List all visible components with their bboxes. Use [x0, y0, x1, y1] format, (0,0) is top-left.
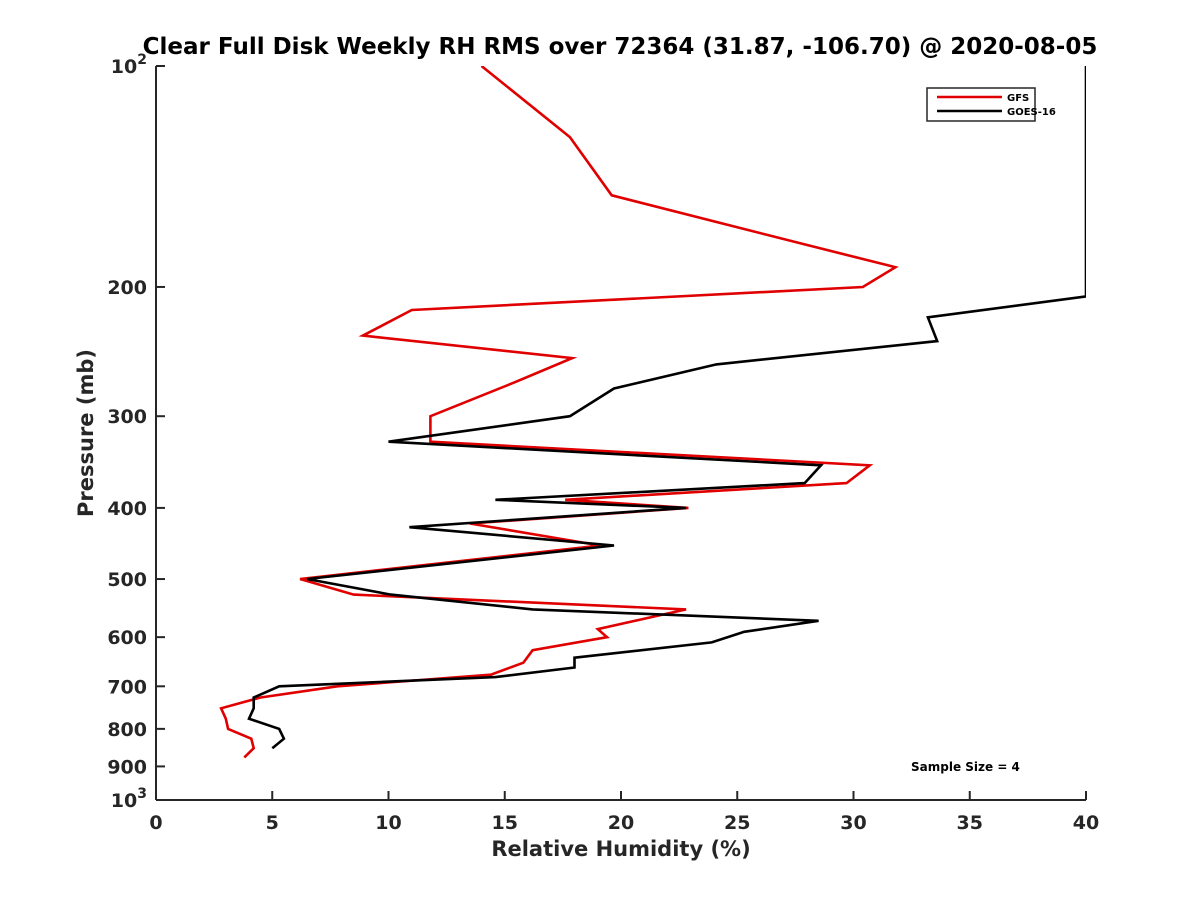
- y-tick-label: 103: [111, 786, 147, 812]
- y-tick-label: 800: [107, 719, 147, 741]
- y-tick-label: 300: [107, 406, 147, 428]
- y-tick-label: 400: [107, 498, 147, 520]
- x-axis-label: Relative Humidity (%): [491, 837, 750, 861]
- legend-label-gfs: GFS: [1007, 93, 1029, 104]
- legend: GFS GOES-16: [926, 87, 1056, 122]
- series-line-goes-16: [247, 66, 1086, 750]
- x-tick-label: 15: [492, 812, 518, 834]
- y-tick-label: 600: [107, 627, 147, 649]
- series-line-gfs: [219, 66, 899, 759]
- y-tick-label: 200: [107, 277, 147, 299]
- legend-label-goes-16: GOES-16: [1007, 107, 1056, 118]
- y-axis-label: Pressure (mb): [74, 349, 98, 517]
- series-layer: [219, 66, 1086, 759]
- x-tick-label: 25: [724, 812, 750, 834]
- x-tick-label: 10: [375, 812, 401, 834]
- x-tick-label: 40: [1073, 812, 1099, 834]
- y-tick-label: 700: [107, 676, 147, 698]
- y-tick-label: 500: [107, 569, 147, 591]
- x-tick-label: 20: [608, 812, 634, 834]
- chart-title: Clear Full Disk Weekly RH RMS over 72364…: [143, 34, 1098, 60]
- sample-size-annotation: Sample Size = 4: [911, 760, 1020, 774]
- y-tick-label: 102: [111, 52, 147, 78]
- y-axis-ticks: 102 200 300 400 500 600 700 800 900 103: [107, 52, 165, 812]
- legend-box: [926, 87, 1036, 122]
- x-tick-label: 5: [266, 812, 279, 834]
- x-tick-label: 0: [149, 812, 162, 834]
- x-axis-ticks: 0 5 10 15 20 25 30 35 40: [149, 791, 1099, 834]
- x-tick-label: 30: [840, 812, 866, 834]
- y-tick-label: 900: [107, 756, 147, 778]
- x-tick-label: 35: [957, 812, 983, 834]
